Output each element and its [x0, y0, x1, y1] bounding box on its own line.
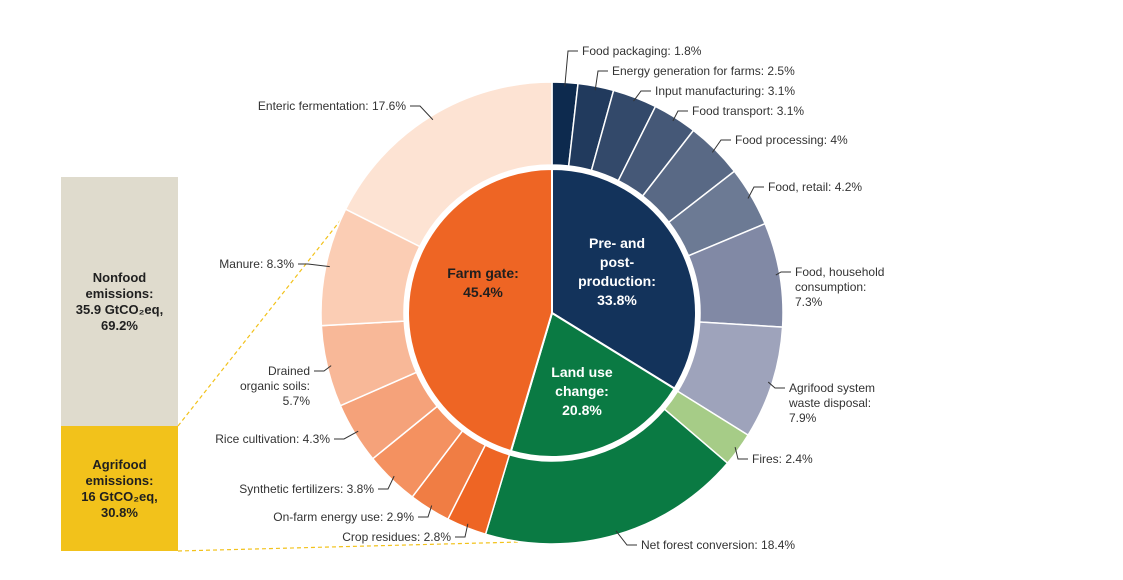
agrifood-line3: 16 GtCO₂eq, [81, 488, 158, 504]
outer-label-group-drained-organic-soils: Drained organic soils: 5.7% [240, 364, 332, 408]
outer-label-group-synthetic-fertilizers: Synthetic fertilizers: 3.8% [239, 475, 395, 496]
outer-label-agrifood-system-waste-disposal: Agrifood system waste disposal: 7.9% [788, 381, 875, 425]
outer-label-group-food-transport: Food transport: 3.1% [672, 104, 804, 122]
outer-label-group-on-farm-energy-use: On-farm energy use: 2.9% [273, 505, 433, 524]
outer-label-group-enteric-fermentation: Enteric fermentation: 17.6% [258, 99, 434, 121]
outer-label-fires: Fires: 2.4% [752, 452, 813, 466]
agrifood-line1: Agrifood [92, 456, 147, 472]
leader-line [418, 505, 433, 518]
leader-line [775, 271, 791, 276]
nonfood-line3: 35.9 GtCO₂eq, [75, 301, 164, 317]
nonfood-line4: 69.2% [101, 317, 138, 333]
leader-line [734, 447, 748, 460]
agrifood-line2: emissions: [85, 472, 154, 488]
outer-label-food-processing: Food processing: 4% [735, 133, 848, 147]
outer-label-group-net-forest-conversion: Net forest conversion: 18.4% [615, 530, 795, 552]
agrifood-line4: 30.8% [101, 504, 138, 520]
connector-line-top [177, 211, 348, 427]
outer-label-food-household-consumption: Food, household consumption: 7.3% [795, 265, 884, 309]
leader-line [298, 263, 330, 268]
leader-line [410, 105, 434, 121]
outer-label-rice-cultivation: Rice cultivation: 4.3% [215, 432, 330, 446]
outer-label-on-farm-energy-use: On-farm energy use: 2.9% [273, 510, 414, 524]
leader-line [314, 365, 332, 372]
outer-label-input-manufacturing: Input manufacturing: 3.1% [655, 84, 795, 98]
outer-label-group-food-processing: Food processing: 4% [711, 133, 848, 153]
leader-line [633, 90, 651, 102]
leader-line [564, 50, 578, 87]
leader-line [378, 475, 395, 490]
leader-line [615, 530, 637, 546]
outer-label-energy-generation-for-farms: Energy generation for farms: 2.5% [612, 64, 795, 78]
inner-slice-pre-and-post-production [551, 167, 697, 391]
nonfood-line1: Nonfood [92, 269, 147, 285]
leader-line [711, 139, 731, 153]
outer-label-food-transport: Food transport: 3.1% [692, 104, 804, 118]
outer-label-group-crop-residues: Crop residues: 2.8% [342, 523, 469, 544]
leader-line [747, 186, 764, 199]
inner-label-land-use-change: Land use change: 20.8% [551, 364, 613, 418]
leader-line [767, 381, 785, 389]
connector-line-bottom [177, 541, 521, 552]
outer-label-crop-residues: Crop residues: 2.8% [342, 530, 451, 544]
inner-label-pre-and-post-production: Pre- and post-production: 33.8% [578, 235, 656, 308]
inner-slice-farm-gate [407, 167, 553, 453]
outer-label-group-food-household-consumption: Food, household consumption: 7.3% [775, 265, 884, 309]
outer-label-group-agrifood-system-waste-disposal: Agrifood system waste disposal: 7.9% [767, 381, 875, 425]
outer-slice-enteric-fermentation [344, 81, 553, 248]
agrifood-emissions-box: Agrifood emissions: 16 GtCO₂eq, 30.8% [61, 426, 178, 551]
outer-label-group-food-packaging: Food packaging: 1.8% [564, 44, 702, 87]
outer-label-food-packaging: Food packaging: 1.8% [582, 44, 702, 58]
outer-label-enteric-fermentation: Enteric fermentation: 17.6% [258, 99, 406, 113]
leader-line [594, 70, 608, 91]
outer-label-group-fires: Fires: 2.4% [734, 447, 813, 466]
nonfood-emissions-box: Nonfood emissions: 35.9 GtCO₂eq, 69.2% [61, 177, 178, 426]
leader-line [334, 430, 359, 440]
outer-label-group-energy-generation-for-farms: Energy generation for farms: 2.5% [594, 64, 795, 91]
outer-label-group-rice-cultivation: Rice cultivation: 4.3% [215, 430, 359, 446]
outer-label-group-input-manufacturing: Input manufacturing: 3.1% [633, 84, 795, 102]
outer-label-drained-organic-soils: Drained organic soils: 5.7% [240, 364, 310, 408]
nonfood-line2: emissions: [85, 285, 154, 301]
outer-label-net-forest-conversion: Net forest conversion: 18.4% [641, 538, 795, 552]
outer-label-group-food-retail: Food, retail: 4.2% [747, 180, 862, 199]
inner-label-farm-gate: Farm gate: 45.4% [447, 265, 519, 300]
inner-slice-land-use-change [509, 311, 676, 458]
outer-label-synthetic-fertilizers: Synthetic fertilizers: 3.8% [239, 482, 374, 496]
outer-label-group-manure: Manure: 8.3% [219, 257, 330, 271]
outer-label-food-retail: Food, retail: 4.2% [768, 180, 862, 194]
leader-line [672, 110, 688, 122]
outer-label-manure: Manure: 8.3% [219, 257, 294, 271]
outer-slice-net-forest-conversion [484, 408, 729, 545]
leader-line [455, 523, 469, 538]
